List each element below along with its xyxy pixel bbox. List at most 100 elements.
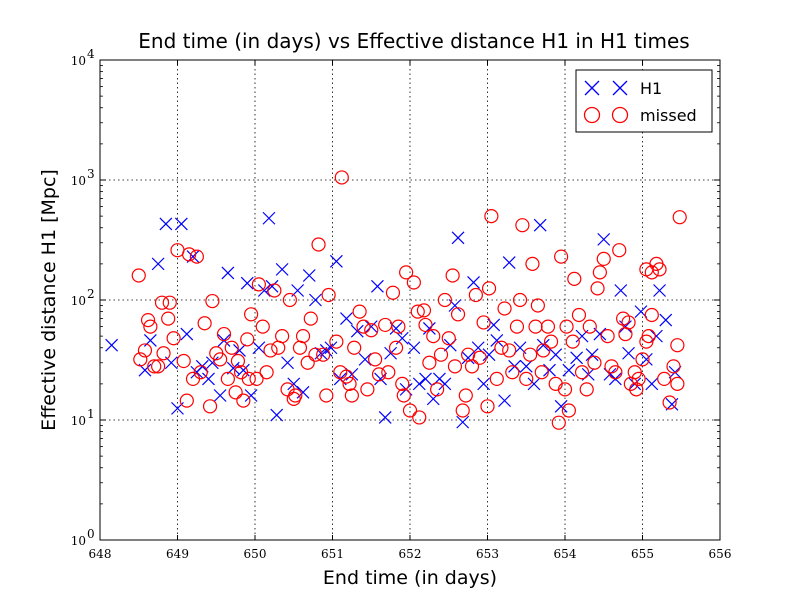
- point-missed: [484, 209, 499, 224]
- point-missed: [133, 352, 148, 367]
- point-missed: [364, 323, 379, 338]
- point-H1: [543, 363, 556, 377]
- point-missed: [608, 365, 623, 380]
- x-tick-label: 651: [321, 547, 344, 561]
- point-H1: [597, 232, 611, 246]
- x-tick-label: 648: [89, 547, 112, 561]
- point-missed: [295, 329, 311, 344]
- point-missed: [481, 281, 497, 296]
- point-H1: [371, 279, 384, 293]
- point-H1: [527, 377, 541, 391]
- point-missed: [534, 365, 549, 380]
- x-tick-label: 654: [554, 547, 577, 561]
- point-missed: [662, 395, 677, 410]
- point-missed: [189, 249, 204, 264]
- point-missed: [592, 265, 607, 280]
- point-missed: [416, 303, 432, 318]
- point-missed: [412, 410, 427, 425]
- point-missed: [509, 319, 525, 334]
- point-missed: [151, 359, 166, 374]
- point-H1: [482, 348, 496, 362]
- point-missed: [147, 359, 162, 374]
- point-missed: [344, 388, 359, 403]
- point-H1: [477, 377, 491, 391]
- point-missed: [422, 355, 437, 370]
- point-H1: [467, 276, 480, 289]
- x-tick-label: 652: [399, 547, 422, 561]
- y-tick-exponent: 2: [87, 287, 95, 301]
- chart-title: End time (in days) vs Effective distance…: [138, 29, 689, 53]
- point-missed: [641, 329, 656, 344]
- y-tick-base: 10: [71, 294, 86, 308]
- point-missed: [131, 268, 146, 283]
- x-tick-label: 649: [166, 547, 189, 561]
- point-missed: [561, 403, 576, 418]
- y-axis-label: Effective distance H1 [Mpc]: [38, 169, 60, 431]
- point-missed: [288, 388, 303, 403]
- point-missed: [230, 353, 246, 369]
- point-H1: [456, 415, 470, 429]
- y-tick-exponent: 0: [87, 527, 95, 541]
- point-missed: [437, 292, 452, 308]
- point-H1: [180, 327, 194, 341]
- point-missed: [329, 334, 344, 349]
- point-missed: [472, 350, 487, 365]
- point-missed: [166, 331, 181, 346]
- point-missed: [255, 319, 270, 334]
- point-missed: [543, 334, 559, 349]
- point-H1: [252, 341, 266, 355]
- point-H1: [174, 217, 188, 231]
- point-missed: [433, 347, 449, 362]
- point-missed: [251, 277, 266, 292]
- point-missed: [458, 388, 473, 403]
- point-missed: [480, 399, 495, 414]
- point-missed: [631, 371, 646, 387]
- point-missed: [368, 352, 383, 367]
- point-missed: [430, 382, 445, 397]
- point-missed: [450, 307, 466, 322]
- point-missed: [347, 340, 362, 355]
- point-missed: [447, 359, 463, 374]
- point-H1: [378, 411, 392, 424]
- point-missed: [213, 352, 228, 367]
- point-missed: [334, 170, 349, 185]
- point-missed: [476, 315, 491, 330]
- point-missed: [455, 403, 470, 418]
- point-missed: [137, 343, 153, 358]
- point-missed: [515, 218, 530, 233]
- point-missed: [571, 307, 587, 323]
- point-H1: [533, 218, 547, 232]
- point-missed: [391, 319, 406, 334]
- legend: H1 missed: [575, 69, 713, 133]
- legend-label: missed: [640, 106, 697, 125]
- point-missed: [263, 343, 278, 358]
- point-missed: [224, 340, 239, 355]
- point-missed: [385, 285, 401, 300]
- point-missed: [154, 295, 170, 310]
- point-H1: [490, 334, 504, 347]
- point-H1: [275, 262, 289, 276]
- point-H1: [105, 338, 119, 352]
- point-missed: [339, 369, 354, 384]
- y-tick-exponent: 4: [87, 47, 95, 61]
- point-missed: [321, 287, 336, 303]
- point-missed: [308, 347, 323, 362]
- point-H1: [309, 293, 322, 307]
- point-H1: [270, 408, 284, 422]
- point-missed: [497, 301, 512, 316]
- point-missed: [399, 265, 414, 280]
- point-missed: [582, 319, 597, 334]
- point-H1: [262, 211, 276, 225]
- point-missed: [176, 353, 191, 369]
- point-missed: [554, 249, 569, 264]
- point-missed: [574, 365, 590, 380]
- point-missed: [559, 319, 574, 334]
- point-H1: [296, 385, 310, 399]
- legend-entry: H1: [584, 79, 662, 98]
- point-missed: [627, 365, 642, 380]
- point-H1: [257, 284, 271, 297]
- point-H1: [374, 372, 387, 386]
- point-H1: [461, 351, 475, 365]
